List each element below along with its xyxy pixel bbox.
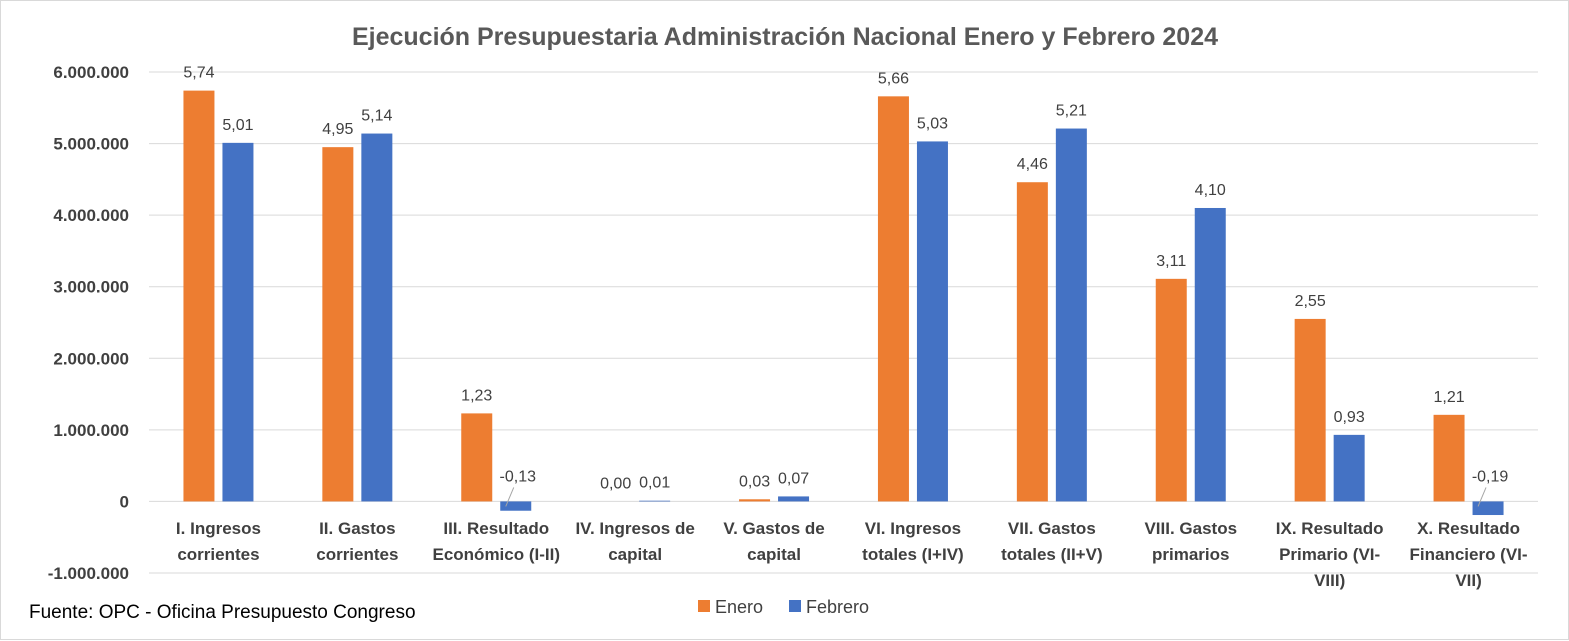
x-category-label: VI. Ingresos totales (I+IV) [862,519,964,564]
data-label: 5,03 [917,115,948,132]
bar-febrero [361,134,392,502]
source-note: Fuente: OPC - Oficina Presupuesto Congre… [29,602,416,623]
data-label: 5,21 [1056,103,1087,120]
data-label: 5,01 [222,117,253,134]
data-label: -0,13 [500,468,537,485]
bar-febrero [917,141,948,501]
bar-enero [878,96,909,501]
x-category-label: VII. Gastos totales (II+V) [1001,519,1103,564]
x-category-label-line: VIII) [1314,571,1345,590]
x-category-label-line: totales (II+V) [1001,545,1103,564]
x-category-label-line: II. Gastos [319,519,396,538]
chart-title: Ejecución Presupuestaria Administración … [352,23,1218,51]
data-label: 4,46 [1017,156,1048,173]
gridlines [149,72,1538,573]
x-category-label-line: V. Gastos de [723,519,824,538]
legend-swatch-enero [698,600,710,612]
x-category-label: II. Gastos corrientes [316,519,398,564]
x-axis: I. Ingresos corrientes II. Gastos corriente… [176,519,1528,590]
x-category-label-line: VII. Gastos [1008,519,1096,538]
x-category-label-line: corrientes [177,545,259,564]
x-category-label-line: VI. Ingresos [865,519,961,538]
bar-febrero [1334,435,1365,502]
bar-febrero [778,496,809,501]
legend-label-febrero: Febrero [806,597,869,617]
bar-enero [461,413,492,501]
bar-enero [1017,182,1048,501]
x-category-label: IV. Ingresos de capital [575,519,694,564]
y-tick-label: 0 [120,492,129,511]
bar-febrero [1056,129,1087,502]
legend-swatch-febrero [789,600,801,612]
x-category-label-line: primarios [1152,545,1229,564]
x-category-label-line: Financiero (VI- [1410,545,1528,564]
x-category-label-line: VIII. Gastos [1144,519,1237,538]
x-category-label: IX. Resultado Primario (VI- VIII) [1276,519,1384,590]
x-category-label: I. Ingresos corrientes [176,519,261,564]
bar-enero [322,147,353,501]
data-label: 0,00 [600,475,631,492]
x-category-label: V. Gastos de capital [723,519,824,564]
data-label: 2,55 [1295,293,1326,310]
data-label: 0,07 [778,470,809,487]
bar-enero [1156,279,1187,502]
y-tick-label: 5.000.000 [53,135,129,154]
bar-enero [183,91,214,502]
data-label: -0,19 [1472,468,1509,485]
data-label: 3,11 [1156,253,1186,270]
x-category-label-line: X. Resultado [1417,519,1520,538]
y-tick-label: -1.000.000 [48,564,129,583]
y-tick-label: 2.000.000 [53,349,129,368]
x-category-label-line: capital [747,545,801,564]
x-category-label-line: corrientes [316,545,398,564]
bar-enero [1434,415,1465,502]
data-label: 0,93 [1334,409,1365,426]
bar-enero [1295,319,1326,502]
legend-label-enero: Enero [715,597,763,617]
y-tick-label: 6.000.000 [53,63,129,82]
bar-enero [739,499,770,501]
x-category-label: X. Resultado Financiero (VI- VII) [1410,519,1528,590]
y-tick-label: 4.000.000 [53,206,129,225]
bar-febrero [222,143,253,502]
legend: Enero Febrero [698,597,869,617]
x-category-label-line: capital [608,545,662,564]
data-label: 5,66 [878,70,909,87]
data-label: 5,74 [183,65,214,82]
y-axis: -1.000.000 0 1.000.000 2.000.000 3.000.000 4.… [48,63,129,583]
data-label: 1,21 [1433,389,1464,406]
x-category-label-line: Económico (I-II) [433,545,561,564]
x-category-label-line: Primario (VI- [1279,545,1380,564]
y-tick-label: 3.000.000 [53,278,129,297]
data-label: 1,23 [461,387,492,404]
x-category-label-line: VII) [1455,571,1481,590]
x-category-label-line: IV. Ingresos de [575,519,694,538]
x-category-label-line: IX. Resultado [1276,519,1384,538]
x-category-label: VIII. Gastos primarios [1144,519,1237,564]
bar-febrero [500,501,531,510]
x-category-label: III. Resultado Económico (I-II) [433,519,561,564]
x-category-label-line: I. Ingresos [176,519,261,538]
data-label: 4,95 [322,121,353,138]
y-tick-label: 1.000.000 [53,421,129,440]
bar-febrero [639,501,670,502]
bar-febrero [1473,501,1504,515]
data-label: 0,03 [739,473,770,490]
data-label: 5,14 [361,108,392,125]
x-category-label-line: totales (I+IV) [862,545,964,564]
bar-febrero [1195,208,1226,501]
x-category-label-line: III. Resultado [443,519,549,538]
data-label: 0,01 [639,475,670,492]
data-label: 4,10 [1195,182,1226,199]
